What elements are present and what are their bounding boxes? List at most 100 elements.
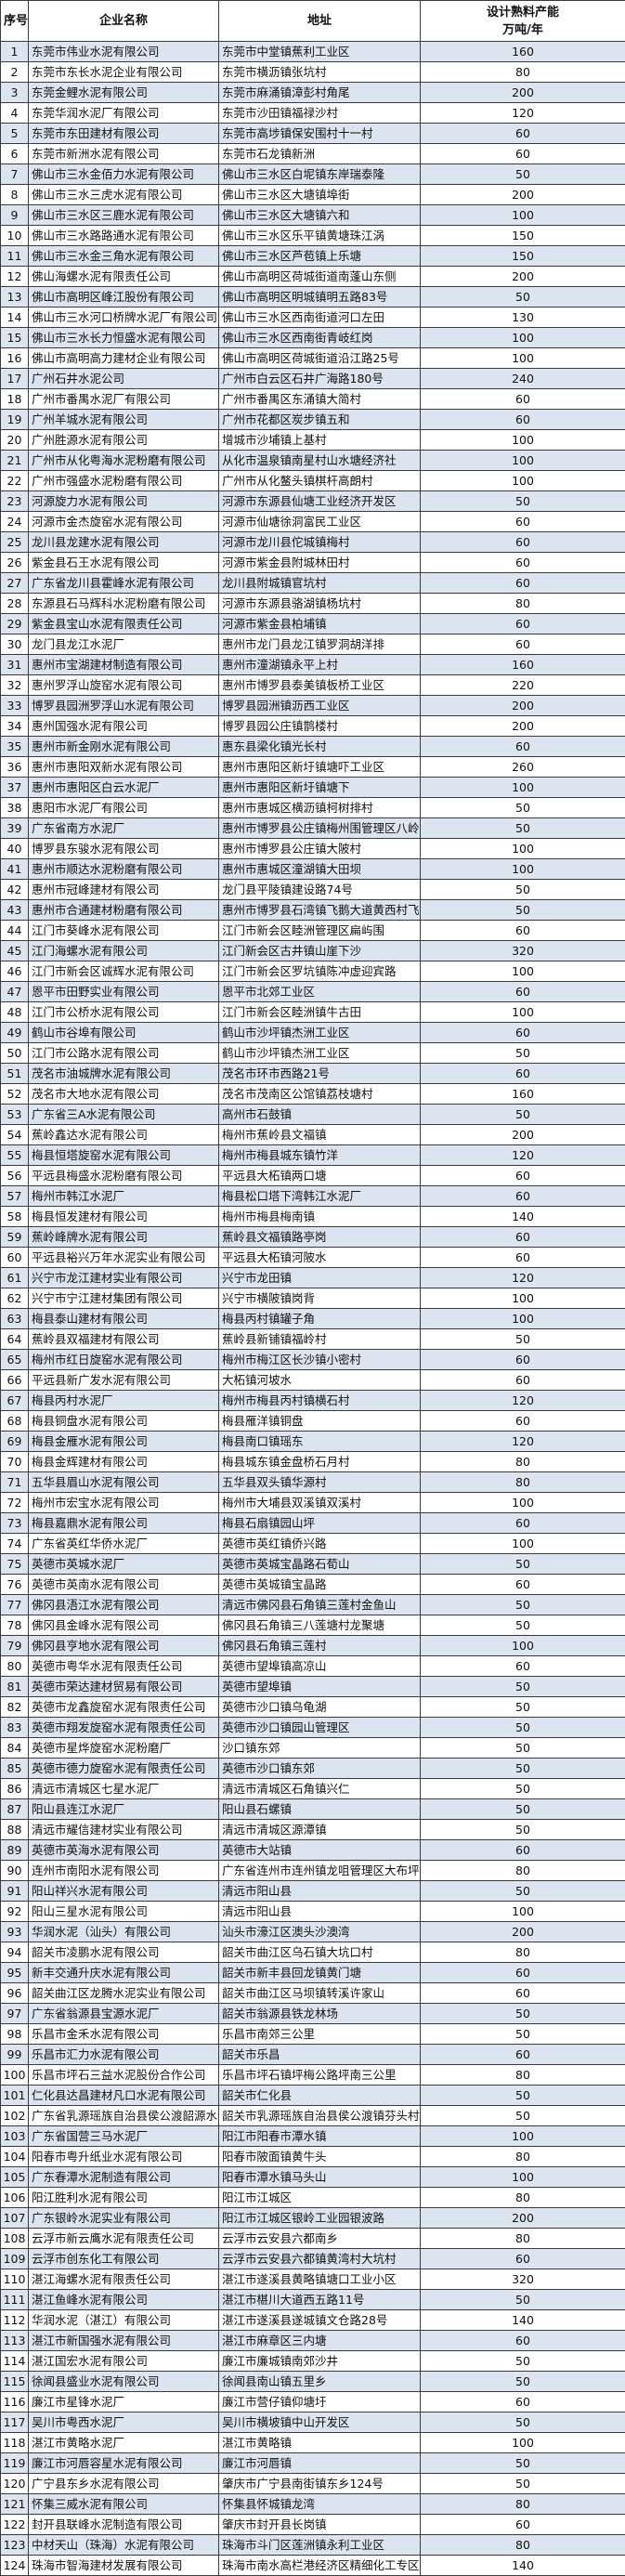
table-row: 34 惠州国强水泥有限公司 博罗县园公庄镇鹊楼村 200 <box>0 715 625 737</box>
table-row: 35 惠州市新金刚水泥有限公司 惠东县梁化镇光长村 60 <box>0 736 625 757</box>
company-name: 梅县金辉建材有限公司 <box>28 1451 219 1472</box>
address: 阳春市潭水镇马头山 <box>218 2166 421 2188</box>
address: 英德市望埠镇高凉山 <box>218 1655 421 1677</box>
row-number: 108 <box>0 2228 29 2249</box>
row-number: 120 <box>0 2473 29 2494</box>
row-number: 71 <box>0 1471 29 1493</box>
table-row: 8 佛山市三水三虎水泥有限公司 佛山市三水区大塘镇埠街 200 <box>0 184 625 205</box>
address: 龙川县附城镇官坑村 <box>218 572 421 594</box>
address: 兴宁市龙田镇 <box>218 1267 421 1288</box>
address: 高州市石鼓镇 <box>218 1104 421 1125</box>
table-row: 106 阳江胜利水泥有限公司 阳江市江城区 80 <box>0 2187 625 2208</box>
company-name: 广州羊城水泥有限公司 <box>28 409 219 430</box>
company-name: 广东省英红华侨水泥厂 <box>28 1533 219 1554</box>
company-name: 东莞华润水泥厂有限公司 <box>28 102 219 124</box>
table-row: 60 平远县裕兴万年水泥实业有限公司 平远县大柘镇河陂水 60 <box>0 1247 625 1268</box>
address: 廉江市廉城镇南郊沙井 <box>218 2350 421 2372</box>
row-number: 50 <box>0 1042 29 1064</box>
table-row: 32 惠州罗浮山旋窑水泥有限公司 惠州市博罗县泰美镇板桥工业区 220 <box>0 674 625 696</box>
capacity: 50 <box>420 1737 625 1759</box>
capacity: 60 <box>420 613 625 634</box>
company-name: 河源旋力水泥有限公司 <box>28 490 219 512</box>
capacity: 120 <box>420 102 625 124</box>
company-name: 江门市公桥水泥有限公司 <box>28 1001 219 1023</box>
table-row: 26 紫金县石王水泥有限公司 河源市紫金县附城林田村 60 <box>0 552 625 573</box>
row-number: 59 <box>0 1226 29 1248</box>
capacity: 200 <box>420 695 625 716</box>
capacity: 60 <box>420 2330 625 2351</box>
address: 湛江市麻章区三内塘 <box>218 2330 421 2351</box>
company-name: 惠州国强水泥有限公司 <box>28 715 219 737</box>
capacity: 200 <box>420 184 625 205</box>
address: 阳江市江城区 <box>218 2187 421 2208</box>
row-number: 83 <box>0 1717 29 1738</box>
row-number: 102 <box>0 2105 29 2126</box>
capacity: 50 <box>420 817 625 839</box>
table-row: 30 龙门县龙江水泥厂 惠州市龙门县龙江镇罗洞胡洋排 60 <box>0 634 625 655</box>
capacity: 50 <box>420 2473 625 2494</box>
capacity: 60 <box>420 1349 625 1370</box>
capacity: 50 <box>420 2412 625 2433</box>
table-row: 84 英德市星烨旋窑水泥粉磨厂 沙口镇东郊 50 <box>0 1737 625 1759</box>
address: 蕉岭县新铺镇福岭村 <box>218 1328 421 1350</box>
company-name: 英德市翔发旋窑水泥有限责任公司 <box>28 1717 219 1738</box>
company-name: 佛山市三水区三鹿水泥有限公司 <box>28 204 219 226</box>
capacity: 240 <box>420 368 625 389</box>
address: 平远县大柘镇河陂水 <box>218 1247 421 1268</box>
capacity: 60 <box>420 511 625 532</box>
row-number: 72 <box>0 1492 29 1513</box>
address: 河源市龙川县佗城镇梅村 <box>218 531 421 553</box>
company-name: 仁化县达昌建材凡口水泥有限公司 <box>28 2085 219 2106</box>
row-number: 80 <box>0 1655 29 1677</box>
table-row: 72 梅州市宏宝水泥有限公司 梅州市大埔县双溪镇双溪村 100 <box>0 1492 625 1513</box>
capacity: 60 <box>420 1063 625 1084</box>
company-name: 佛山市三水长力恒盛水泥有限公司 <box>28 327 219 348</box>
address: 怀集县怀城镇龙湾 <box>218 2493 421 2515</box>
row-number: 79 <box>0 1635 29 1656</box>
table-row: 96 韶关曲江区龙腾水泥实业有限公司 韶关市曲江区马坝镇转溪许家山 60 <box>0 1982 625 2004</box>
capacity: 100 <box>420 327 625 348</box>
row-number: 33 <box>0 695 29 716</box>
company-name: 广东省国营三马水泥厂 <box>28 2125 219 2147</box>
row-number: 45 <box>0 940 29 961</box>
table-row: 33 博罗县园洲罗浮山水泥有限公司 博罗县园洲镇沥西工业区 200 <box>0 695 625 716</box>
table-row: 97 广东省翁源县宝源水泥厂 韶关市翁源县铁龙林场 50 <box>0 2003 625 2024</box>
company-name: 恩平市田野实业有限公司 <box>28 981 219 1002</box>
row-number: 117 <box>0 2412 29 2433</box>
capacity: 50 <box>420 1594 625 1615</box>
table-row: 104 阳春市粤升纸业水泥有限公司 阳春市陂面镇黄牛头 80 <box>0 2146 625 2167</box>
table-row: 77 佛冈县浯江水泥有限公司 清远市佛冈县石角镇三莲村金鱼山 50 <box>0 1594 625 1615</box>
table-row: 58 梅县恒发建材有限公司 梅州市梅县梅南镇 140 <box>0 1206 625 1227</box>
address: 东莞市石龙镇新洲 <box>218 143 421 164</box>
capacity: 120 <box>420 1390 625 1411</box>
address: 韶关市乳源瑶族自治县侯公渡镇芬头村 <box>218 2105 421 2126</box>
row-number: 82 <box>0 1696 29 1718</box>
table-row: 24 河源市金杰旋窑水泥有限公司 河源市仙塘徐洞富民工业区 60 <box>0 511 625 532</box>
company-name: 龙川县龙建水泥有限公司 <box>28 531 219 553</box>
capacity: 200 <box>420 715 625 737</box>
address: 佛山市三水区大塘镇六和 <box>218 204 421 226</box>
company-name: 博罗县园洲罗浮山水泥有限公司 <box>28 695 219 716</box>
row-number: 22 <box>0 470 29 491</box>
table-row: 86 清远市清城区七星水泥厂 清远市清城区石角镇兴仁 50 <box>0 1778 625 1799</box>
address: 东莞市高埗镇保安围村十一村 <box>218 123 421 144</box>
company-name: 东莞市新洲水泥有限公司 <box>28 143 219 164</box>
row-number: 7 <box>0 163 29 185</box>
table-row: 117 吴川市粤西水泥厂 吴川市横坡镇中山开发区 50 <box>0 2412 625 2433</box>
company-name: 佛冈县浯江水泥有限公司 <box>28 1594 219 1615</box>
address: 惠州市博罗县公庄镇梅州围管理区八岭 <box>218 817 421 839</box>
capacity: 100 <box>420 450 625 471</box>
address: 佛冈县石角镇三八莲塘村龙聚塘 <box>218 1615 421 1636</box>
address: 佛山市三水区大塘镇埠街 <box>218 184 421 205</box>
company-name: 新丰交通升庆水泥有限公司 <box>28 1962 219 1983</box>
row-number: 55 <box>0 1144 29 1166</box>
table-row: 121 怀集三威水泥有限公司 怀集县怀城镇龙湾 80 <box>0 2493 625 2515</box>
company-name: 湛江鱼峰水泥有限公司 <box>28 2289 219 2310</box>
row-number: 35 <box>0 736 29 757</box>
row-number: 1 <box>0 41 29 62</box>
row-number: 8 <box>0 184 29 205</box>
table-row: 61 兴宁市龙江建材实业有限公司 兴宁市龙田镇 120 <box>0 1267 625 1288</box>
capacity: 140 <box>420 2555 625 2576</box>
table-row: 25 龙川县龙建水泥有限公司 河源市龙川县佗城镇梅村 60 <box>0 531 625 553</box>
